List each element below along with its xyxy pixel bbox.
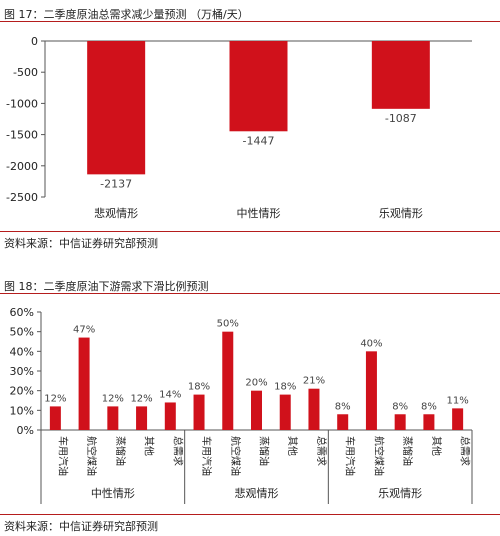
bar: [87, 41, 146, 175]
y-tick-label: -500: [13, 66, 38, 79]
data-label: -1447: [243, 134, 275, 147]
data-label: 40%: [360, 338, 382, 349]
data-label: 8%: [421, 401, 437, 412]
bar: [365, 351, 377, 430]
bar: [107, 406, 119, 430]
y-tick-label: -2000: [6, 160, 38, 173]
category-label: 悲观情形: [94, 206, 138, 220]
category-label: 中性情形: [237, 206, 281, 220]
bar: [279, 394, 291, 430]
category-label: 总需求: [459, 436, 472, 466]
data-label: 12%: [130, 393, 152, 404]
bar: [78, 337, 90, 430]
category-label: 乐观情形: [379, 207, 423, 220]
figure-18-source: 资料来源：中信证券研究部预测: [4, 520, 158, 533]
category-label: 其他: [430, 436, 443, 456]
bar: [251, 390, 262, 430]
category-label: 蒸馏油: [114, 436, 127, 466]
category-label: 航空煤油: [229, 436, 242, 476]
bar: [452, 408, 464, 430]
data-label: 18%: [274, 382, 296, 393]
data-label: 8%: [335, 401, 351, 412]
figure-17-top-rule: [0, 21, 500, 22]
bar: [164, 402, 176, 430]
data-label: 11%: [447, 395, 469, 406]
bar: [308, 388, 320, 430]
category-label: 其他: [286, 436, 299, 456]
figure-18-bottom-rule: [0, 514, 500, 515]
category-label: 总需求: [171, 436, 184, 466]
y-tick-label: 20%: [10, 385, 34, 398]
category-label: 航空煤油: [85, 436, 98, 476]
data-label: 50%: [217, 319, 239, 330]
category-label: 其他: [143, 436, 156, 456]
group-label: 悲观情形: [235, 486, 279, 500]
bar: [423, 414, 435, 430]
y-tick-label: 30%: [10, 365, 34, 378]
bar: [394, 414, 406, 430]
data-label: -2137: [100, 177, 132, 190]
figure-17-source: 资料来源：中信证券研究部预测: [4, 237, 158, 250]
data-label: 18%: [188, 382, 210, 393]
category-label: 蒸馏油: [258, 436, 271, 466]
bar: [371, 41, 430, 109]
category-label: 车用汽油: [200, 436, 213, 476]
figure-17-title: 图 17：二季度原油总需求减少量预测 （万桶/天）: [4, 8, 249, 21]
data-label: 14%: [159, 389, 181, 400]
group-label: 中性情形: [91, 486, 135, 500]
bar: [49, 406, 61, 430]
category-label: 总需求: [315, 436, 328, 466]
group-label: 乐观情形: [378, 487, 422, 500]
demand-reduction-chart: 0 -500 -1000 -1500 -2000 -2500 -2137 悲观情形 -1447 中…: [6, 35, 472, 220]
category-label: 航空煤油: [372, 436, 385, 476]
data-label: 12%: [44, 393, 66, 404]
y-tick-label: 0: [31, 35, 38, 48]
y-tick-label: 0%: [17, 424, 34, 437]
y-tick-label: 60%: [10, 306, 34, 319]
figure-18-title: 图 18：二季度原油下游需求下滑比例预测: [4, 280, 209, 293]
category-label: 蒸馏油: [401, 436, 414, 466]
data-label: 21%: [303, 376, 325, 387]
bar: [222, 331, 234, 430]
data-label: 47%: [73, 325, 95, 336]
y-tick-label: -1500: [6, 129, 38, 142]
y-tick-label: 10%: [10, 404, 34, 417]
data-label: 8%: [392, 401, 408, 412]
bar: [337, 414, 349, 430]
data-label: 12%: [102, 393, 124, 404]
y-tick-label: 40%: [10, 345, 34, 358]
data-label: 20%: [245, 378, 267, 389]
y-tick-label: 50%: [10, 326, 34, 339]
data-label: -1087: [385, 112, 417, 125]
bar: [229, 41, 288, 132]
y-tick-label: -2500: [6, 191, 38, 204]
y-tick-label: -1000: [6, 97, 38, 110]
category-label: 车用汽油: [56, 436, 69, 476]
downstream-decline-chart: 0% 10% 20% 30% 40% 50% 60% 12% 车用汽油 47% 航空煤油 12% 蒸馏油…: [10, 306, 473, 504]
figure-17-bottom-rule: [0, 231, 500, 232]
category-label: 车用汽油: [344, 436, 357, 476]
bar: [193, 394, 205, 430]
figure-18-top-rule: [0, 293, 500, 294]
bar: [136, 406, 148, 430]
